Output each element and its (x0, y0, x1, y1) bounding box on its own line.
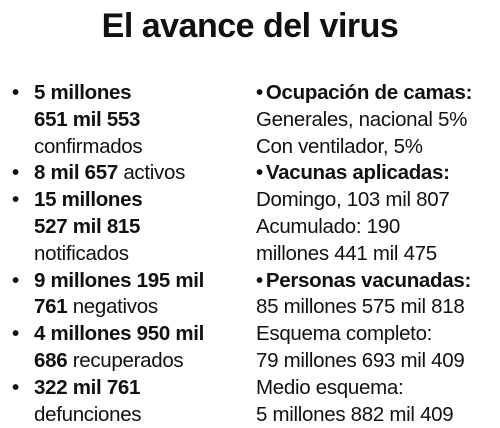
bullet-icon: • (12, 375, 19, 399)
section-heading: • Vacunas aplicadas: (256, 161, 450, 185)
bullet-icon: • (12, 188, 19, 212)
bullet-icon: • (12, 268, 19, 292)
stat-line: Con ventilador, 5% (256, 134, 423, 158)
list-item-recuperados: • 4 millones 950 mil 686 recuperados (12, 321, 250, 375)
bullet-icon: • (12, 161, 19, 185)
stat-value: 5 millones (34, 81, 132, 104)
left-stats-column: • 5 millones 651 mil 553 confirmados • 8… (12, 80, 250, 428)
stat-value: 322 mil 761 (34, 375, 141, 399)
stat-line: Domingo, 103 mil 807 (256, 188, 450, 212)
bullet-icon: • (12, 322, 19, 346)
bullet-icon: • (256, 268, 263, 292)
list-item-activos: • 8 mil 657 activos (12, 160, 250, 187)
list-item-notificados: • 15 millones 527 mil 815 notificados (12, 187, 250, 267)
stat-value: 9 millones 195 mil (34, 268, 205, 292)
list-item-negativos: • 9 millones 195 mil 761 negativos (12, 268, 250, 322)
stat-value: 761 (34, 295, 68, 319)
stat-label: defunciones (34, 402, 142, 426)
stat-line: Acumulado: 190 (256, 214, 400, 238)
list-item-confirmados: • 5 millones 651 mil 553 confirmados (12, 80, 250, 160)
stat-value: 686 (34, 348, 68, 372)
section-ocupacion-camas: • Ocupación de camas: Generales, nacional… (256, 80, 500, 160)
stat-line: 85 millones 575 mil 818 (256, 295, 465, 319)
stat-line: 5 millones 882 mil 409 (256, 402, 454, 426)
section-heading: • Ocupación de camas: (256, 81, 473, 104)
section-heading: • Personas vacunadas: (256, 268, 471, 292)
stat-label: recuperados (67, 348, 184, 372)
stat-value: 4 millones 950 mil (34, 322, 205, 346)
stat-label: confirmados (34, 134, 143, 158)
list-item-defunciones: • 322 mil 761 defunciones (12, 375, 250, 428)
stat-value: 527 mil 815 (34, 214, 141, 238)
stat-value: 651 mil 553 (34, 107, 141, 131)
stat-value: 15 millones (34, 188, 143, 212)
stat-label: notificados (34, 241, 129, 265)
section-personas-vacunadas: • Personas vacunadas: 85 millones 575 mil… (256, 268, 500, 428)
stat-line: Esquema completo: (256, 322, 433, 346)
stat-line: Medio esquema: (256, 375, 404, 399)
stat-line: 79 millones 693 mil 409 (256, 348, 465, 372)
right-stats-column: • Ocupación de camas: Generales, nacional… (256, 80, 500, 428)
stat-line: millones 441 mil 475 (256, 241, 437, 265)
page-title: El avance del virus (101, 7, 399, 45)
stat-label: negativos (67, 295, 158, 319)
bullet-icon: • (256, 81, 263, 104)
stat-value: 8 mil 657 (34, 161, 118, 185)
stat-label: activos (117, 161, 186, 185)
section-vacunas-aplicadas: • Vacunas aplicadas: Domingo, 103 mil 807… (256, 160, 500, 267)
bullet-icon: • (12, 81, 19, 104)
bullet-icon: • (256, 161, 263, 185)
stat-line: Generales, nacional 5% (256, 107, 468, 131)
